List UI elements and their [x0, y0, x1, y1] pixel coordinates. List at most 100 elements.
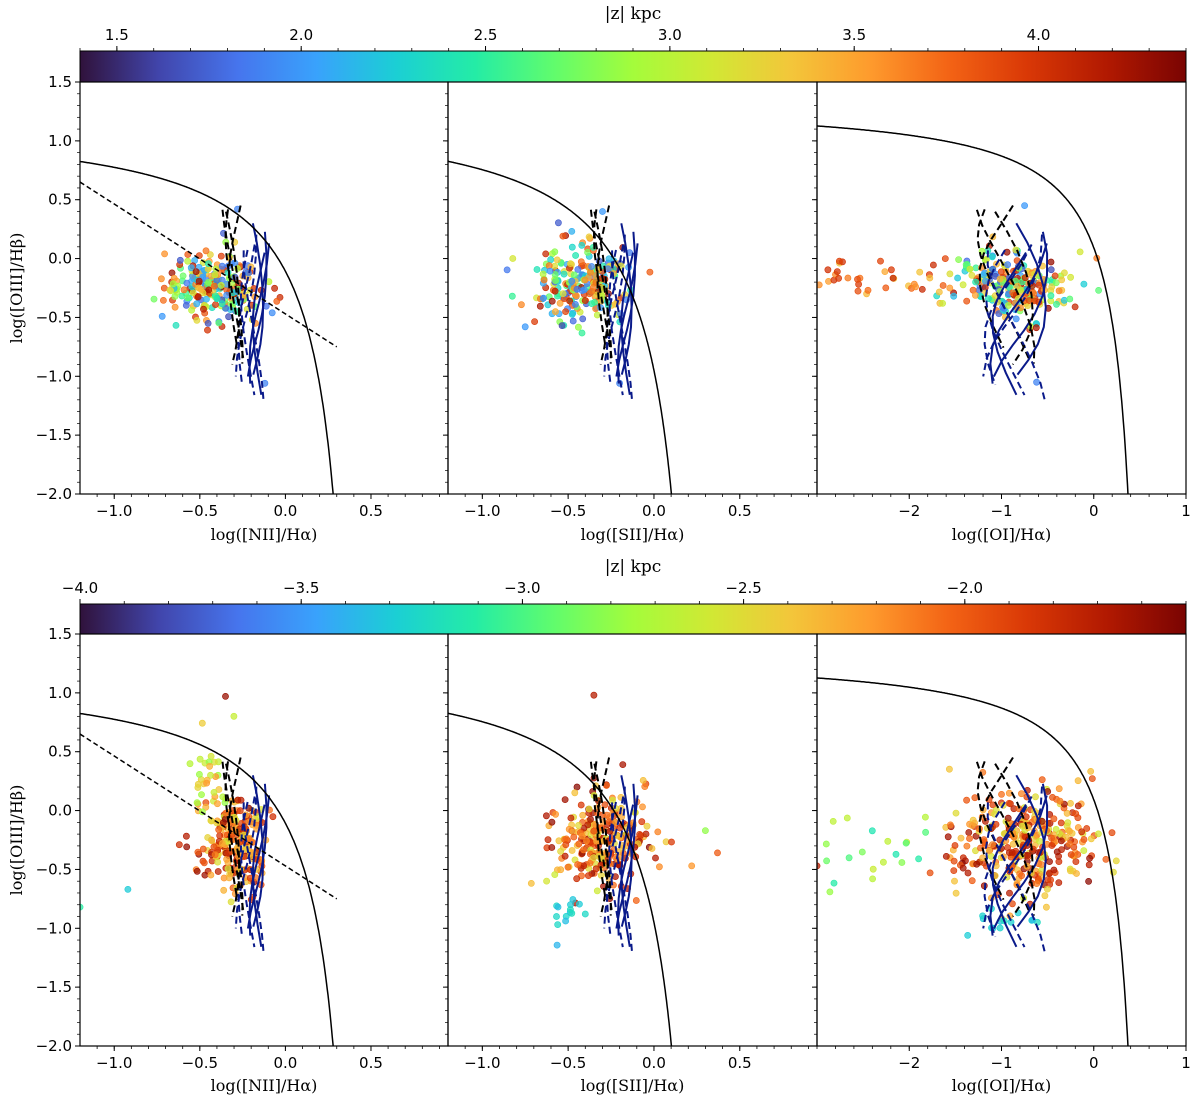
scatter-point [160, 284, 168, 292]
scatter-point [509, 255, 517, 262]
scatter-point [959, 281, 967, 289]
scatter-point [619, 761, 627, 768]
model-grid-dashed [234, 786, 258, 929]
scatter-point [918, 285, 926, 293]
scatter-point [585, 872, 592, 879]
scatter-point [577, 258, 585, 266]
model-grid-black-dashed [592, 761, 613, 911]
colorbar-tick-label: −3.5 [283, 579, 319, 597]
scatter-point [1080, 847, 1088, 854]
model-grid-black-dashed [978, 756, 1014, 901]
scatter-point [222, 693, 229, 700]
scatter-point [193, 316, 201, 324]
scatter-point [218, 262, 226, 270]
scatter-point [946, 270, 954, 278]
scatter-point [930, 261, 937, 269]
scatter-point [1067, 851, 1075, 858]
kewley-curve [448, 160, 673, 494]
scatter-point [225, 313, 232, 321]
scatter-point [968, 822, 976, 829]
scatter-point [179, 272, 187, 280]
scatter-point [518, 301, 525, 309]
scatter-point [206, 251, 214, 258]
scatter-point [829, 818, 837, 825]
scatter-point [184, 257, 192, 265]
scatter-point [654, 828, 662, 836]
scatter-point [1055, 287, 1063, 295]
scatter-point [1067, 800, 1074, 807]
scatter-point [586, 859, 594, 867]
scatter-point [193, 799, 201, 806]
scatter-point [204, 834, 212, 841]
scatter-point [567, 814, 575, 822]
y-tick-label: −2.0 [36, 1037, 72, 1055]
panel-plot-area [817, 125, 1129, 494]
scatter-point [988, 253, 996, 261]
x-tick-label: 0.0 [273, 1054, 297, 1072]
scatter-point [571, 789, 579, 797]
scatter-point [176, 256, 184, 264]
scatter-point [963, 842, 971, 850]
scatter-point [533, 266, 541, 273]
scatter-point [1051, 272, 1059, 280]
scatter-point [593, 311, 601, 319]
model-grid-dashed [603, 234, 626, 377]
scatter-point [1025, 297, 1033, 304]
x-tick-label: −1 [990, 1054, 1012, 1072]
scatter-point [503, 266, 511, 274]
scatter-point [578, 329, 586, 337]
x-tick-label: −0.5 [550, 502, 586, 520]
scatter-point [1063, 809, 1071, 817]
scatter-point [182, 301, 190, 309]
scatter-point [544, 301, 552, 309]
scatter-point [1060, 296, 1068, 304]
scatter-point [573, 285, 581, 293]
scatter-point [603, 811, 611, 819]
scatter-point [568, 310, 576, 318]
scatter-point [268, 309, 276, 317]
scatter-point [1004, 814, 1012, 822]
scatter-point [1047, 266, 1055, 274]
scatter-point [854, 287, 862, 295]
model-grid-dashed [611, 250, 634, 403]
scatter-point [641, 783, 649, 790]
scatter-point [1112, 857, 1120, 865]
x-tick-label: −1 [990, 502, 1012, 520]
scatter-point [184, 294, 191, 302]
scatter-point [553, 941, 561, 949]
kewley-curve [817, 677, 1129, 1046]
scatter-point [224, 849, 232, 857]
model-grid-dashed [986, 802, 1047, 955]
scatter-point [1047, 876, 1054, 884]
y-tick-label: −0.5 [36, 308, 72, 326]
scatter-point [1018, 790, 1025, 798]
model-grid-solid [993, 783, 1049, 929]
model-grid-dashed [983, 796, 1033, 938]
scatter-point [864, 286, 872, 294]
scatter-point [965, 829, 973, 836]
scatter-point [588, 287, 596, 295]
panel-top-3: −2 −1 0 1 log([OI]/Hα) [812, 81, 1191, 544]
colorbar-tick-label: 4.0 [1027, 26, 1051, 44]
y-tick-label: −2.0 [36, 485, 72, 503]
scatter-point [902, 839, 910, 847]
scatter-point [551, 287, 559, 295]
scatter-point [273, 297, 281, 305]
x-tick-label: 0 [1089, 1054, 1099, 1072]
scatter-point [199, 845, 207, 853]
kewley-curve [80, 160, 334, 494]
scatter-point [1074, 777, 1082, 785]
scatter-point [1061, 269, 1068, 277]
scatter-point [215, 319, 223, 327]
scatter-point [1056, 830, 1063, 837]
scatter-point [868, 827, 876, 835]
colorbar-tick-label: −4.0 [62, 579, 98, 597]
scatter-point [1053, 848, 1061, 856]
scatter-point [912, 283, 919, 291]
scatter-point [996, 275, 1004, 283]
scatter-point [223, 855, 230, 863]
scatter-point [521, 323, 529, 331]
scatter-point [964, 932, 972, 939]
colorbar-title: |z| kpc [605, 557, 662, 577]
scatter-point [215, 786, 223, 793]
